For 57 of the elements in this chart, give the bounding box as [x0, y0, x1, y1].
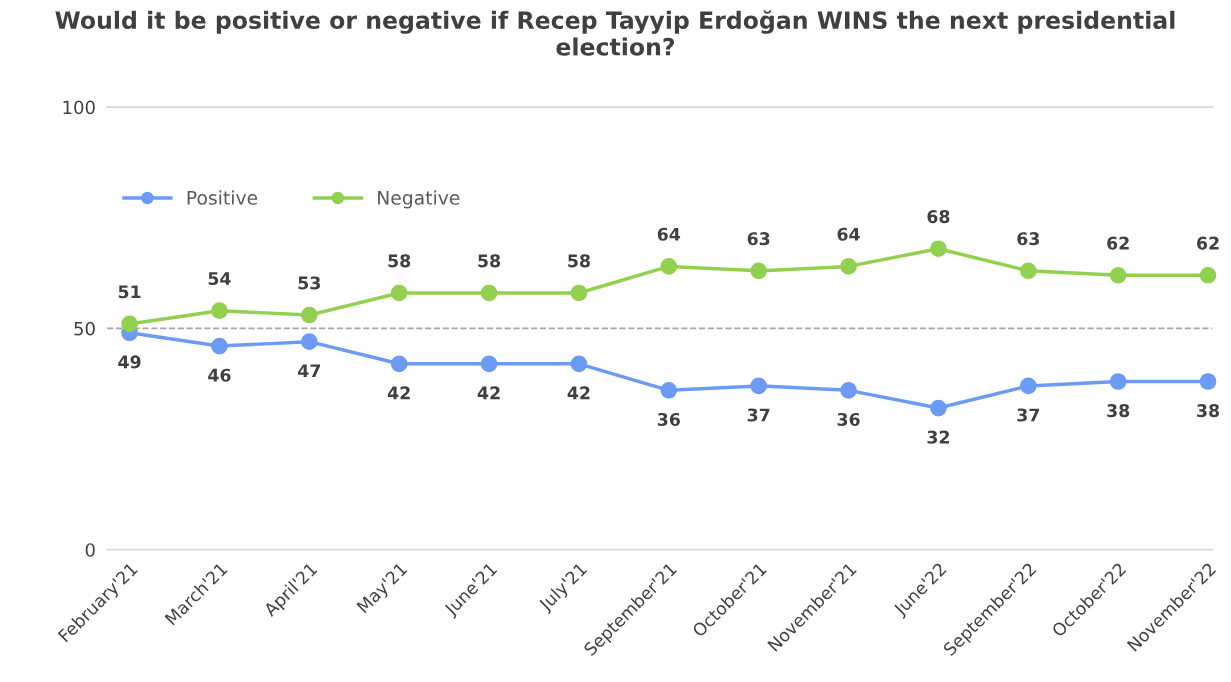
data-label: 63 — [1017, 232, 1039, 246]
point — [1019, 377, 1037, 395]
point — [121, 315, 138, 333]
point — [211, 302, 228, 320]
data-label: 54 — [208, 272, 231, 286]
point — [930, 399, 947, 417]
point — [1109, 373, 1127, 390]
data-label: 42 — [567, 386, 590, 400]
y-tick-label: 100 — [63, 100, 95, 115]
data-label: 58 — [388, 254, 411, 268]
data-label: 46 — [208, 368, 231, 382]
data-label: 64 — [657, 227, 681, 241]
point — [390, 284, 408, 302]
data-label: 64 — [837, 227, 860, 241]
data-label: 58 — [478, 254, 501, 268]
point — [390, 355, 408, 373]
data-label: 37 — [1017, 408, 1039, 422]
point — [570, 355, 588, 373]
data-label: 49 — [118, 355, 141, 369]
point — [480, 355, 498, 373]
data-label: 58 — [568, 254, 590, 268]
data-label: 63 — [747, 232, 770, 246]
point — [750, 262, 768, 280]
data-label: 36 — [657, 412, 680, 427]
y-tick-label: 0 — [85, 543, 95, 557]
data-label: 62 — [1197, 236, 1219, 250]
point — [1109, 266, 1127, 284]
data-label: 68 — [927, 209, 950, 224]
point — [300, 333, 318, 350]
point — [300, 306, 318, 324]
point — [480, 284, 498, 302]
chart-title: Would it be positive or negative if Recep Tayyip Erdoğan WINS the next presidential election? — [55, 10, 1175, 56]
data-label: 42 — [477, 386, 500, 400]
point — [570, 284, 588, 302]
point — [930, 240, 947, 258]
point — [1199, 266, 1217, 284]
legend-label: Negative — [378, 190, 460, 209]
y-tick-label: 50 — [74, 321, 95, 336]
data-label: 38 — [1197, 404, 1220, 418]
data-label: 38 — [1107, 404, 1130, 418]
data-label: 37 — [747, 408, 770, 422]
legend-label: Positive — [187, 190, 258, 205]
point — [840, 382, 857, 399]
data-label: 51 — [118, 285, 141, 299]
point — [1019, 262, 1037, 280]
data-label: 32 — [927, 430, 949, 444]
data-label: 36 — [837, 412, 860, 427]
data-label: 47 — [298, 364, 321, 378]
point — [840, 258, 857, 275]
point — [1199, 373, 1217, 390]
data-label: 53 — [298, 276, 321, 290]
point — [211, 337, 228, 355]
point — [660, 382, 678, 399]
point — [660, 258, 678, 275]
point — [750, 377, 768, 395]
data-label: 42 — [387, 386, 410, 400]
data-label: 62 — [1107, 236, 1129, 250]
